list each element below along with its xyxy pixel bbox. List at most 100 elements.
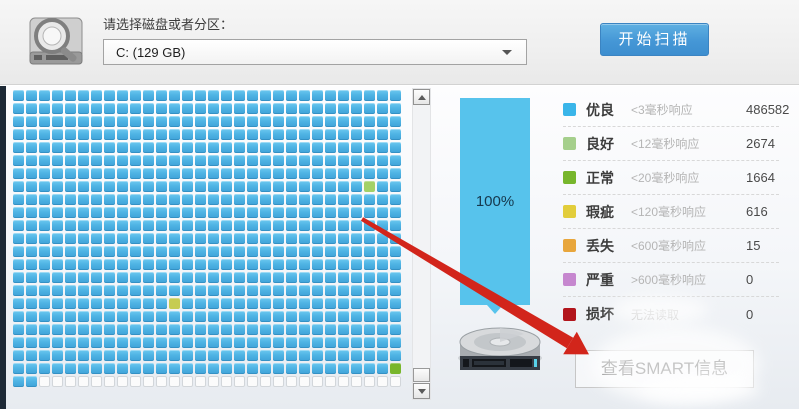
disk-block <box>260 103 271 114</box>
disk-block <box>156 285 167 296</box>
disk-block <box>169 350 180 361</box>
scrollbar-thumb[interactable] <box>413 368 430 382</box>
disk-block <box>91 376 102 387</box>
disk-block <box>338 194 349 205</box>
disk-block <box>169 246 180 257</box>
disk-block <box>143 376 154 387</box>
disk-block <box>39 337 50 348</box>
disk-block <box>325 233 336 244</box>
disk-block-grid <box>13 90 401 387</box>
disk-block <box>130 155 141 166</box>
disk-block <box>39 324 50 335</box>
disk-block <box>182 155 193 166</box>
disk-block <box>325 337 336 348</box>
disk-block <box>78 90 89 101</box>
disk-block <box>78 168 89 179</box>
disk-block <box>195 246 206 257</box>
disk-block <box>156 350 167 361</box>
disk-block <box>182 285 193 296</box>
disk-block <box>182 272 193 283</box>
disk-block <box>13 168 24 179</box>
scroll-down-button[interactable] <box>413 383 430 399</box>
disk-block <box>182 194 193 205</box>
disk-block <box>104 103 115 114</box>
disk-block <box>130 220 141 231</box>
disk-block <box>247 90 258 101</box>
disk-block <box>338 324 349 335</box>
disk-block <box>195 324 206 335</box>
legend-row: 瑕疵 <120毫秒响应 616 <box>563 195 779 229</box>
disk-block <box>364 272 375 283</box>
disk-block <box>156 298 167 309</box>
disk-block <box>39 233 50 244</box>
disk-block <box>208 142 219 153</box>
disk-block <box>26 90 37 101</box>
disk-block <box>169 220 180 231</box>
disk-block <box>195 298 206 309</box>
disk-block <box>325 363 336 374</box>
disk-block <box>299 376 310 387</box>
disk-block <box>351 376 362 387</box>
disk-block <box>195 220 206 231</box>
disk-block <box>377 103 388 114</box>
disk-block <box>52 155 63 166</box>
disk-block <box>390 376 401 387</box>
disk-block <box>78 298 89 309</box>
disk-block <box>234 168 245 179</box>
disk-block <box>234 155 245 166</box>
disk-block <box>195 285 206 296</box>
grid-scrollbar[interactable] <box>412 88 431 400</box>
hard-drive-icon <box>458 327 542 370</box>
disk-block <box>364 350 375 361</box>
disk-block <box>325 155 336 166</box>
disk-block <box>299 350 310 361</box>
disk-block <box>338 168 349 179</box>
scroll-up-button[interactable] <box>413 89 430 105</box>
disk-block <box>195 181 206 192</box>
disk-block <box>208 350 219 361</box>
disk-block <box>312 168 323 179</box>
disk-block <box>91 142 102 153</box>
disk-block <box>13 129 24 140</box>
disk-block <box>195 376 206 387</box>
disk-block <box>13 311 24 322</box>
disk-block <box>234 350 245 361</box>
disk-block <box>182 142 193 153</box>
disk-block <box>247 350 258 361</box>
scan-result-panel: 100% 优良 <3毫秒响应 486582 良好 <12毫秒响应 2674 正常 <20毫秒响… <box>0 86 799 409</box>
disk-block <box>91 103 102 114</box>
disk-block <box>65 337 76 348</box>
disk-block <box>52 129 63 140</box>
disk-block <box>208 90 219 101</box>
disk-block <box>143 220 154 231</box>
disk-block <box>130 129 141 140</box>
disk-block <box>234 272 245 283</box>
disk-block <box>208 337 219 348</box>
disk-block <box>221 376 232 387</box>
start-scan-button[interactable]: 开始扫描 <box>600 23 709 56</box>
disk-block <box>156 272 167 283</box>
view-smart-info-button[interactable]: 查看SMART信息 <box>575 350 754 388</box>
disk-block <box>65 220 76 231</box>
disk-block <box>338 311 349 322</box>
disk-block <box>91 220 102 231</box>
disk-block <box>247 207 258 218</box>
disk-block <box>208 259 219 270</box>
disk-block <box>260 194 271 205</box>
disk-block <box>195 155 206 166</box>
disk-block <box>377 324 388 335</box>
disk-block <box>117 155 128 166</box>
disk-block <box>325 129 336 140</box>
disk-block <box>91 350 102 361</box>
disk-block <box>260 376 271 387</box>
disk-block <box>169 90 180 101</box>
disk-block <box>130 259 141 270</box>
disk-block <box>299 337 310 348</box>
disk-block <box>325 350 336 361</box>
disk-block <box>26 142 37 153</box>
disk-block <box>247 363 258 374</box>
disk-block <box>390 246 401 257</box>
disk-block <box>312 116 323 127</box>
disk-select-dropdown[interactable]: C: (129 GB) <box>103 39 527 65</box>
disk-block <box>156 233 167 244</box>
